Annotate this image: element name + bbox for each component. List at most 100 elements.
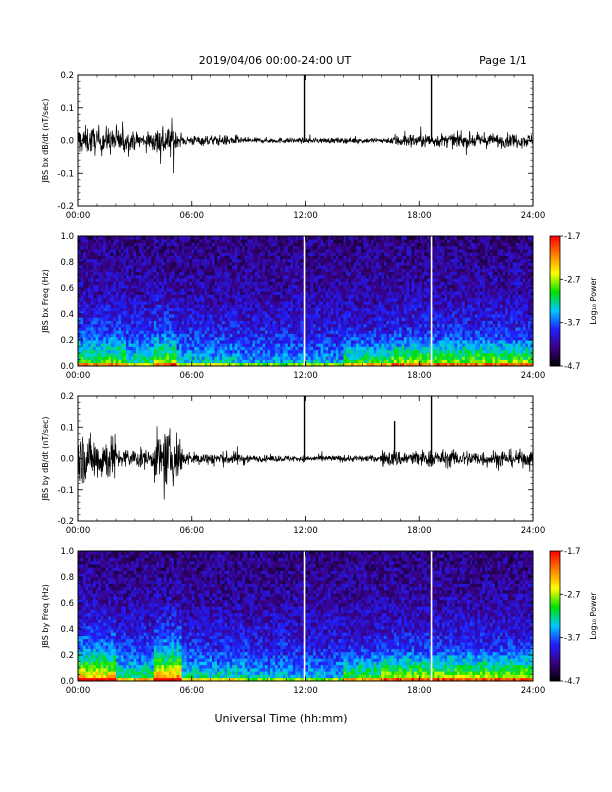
heatmap-cell	[83, 262, 86, 266]
heatmap-cell	[252, 297, 256, 302]
heatmap-cell	[343, 340, 347, 344]
heatmap-cell	[138, 327, 142, 331]
heatmap-cell	[120, 239, 124, 243]
heatmap-cell	[206, 317, 210, 321]
heatmap-cell	[351, 239, 354, 243]
heatmap-cell	[305, 356, 309, 360]
heatmap-cell	[201, 294, 205, 299]
heatmap-cell	[133, 275, 137, 279]
heatmap-cell	[169, 275, 172, 279]
heatmap-cell	[110, 327, 114, 331]
heatmap-cell	[290, 271, 294, 276]
heatmap-cell	[358, 288, 362, 292]
heatmap-cell	[270, 353, 274, 357]
heatmap-cell	[115, 343, 119, 347]
heatmap-cell	[194, 323, 198, 328]
heatmap-cell	[257, 258, 261, 263]
heatmap-cell	[110, 268, 114, 273]
heatmap-cell	[371, 268, 375, 273]
heatmap-cell	[310, 268, 314, 273]
heatmap-cell	[176, 245, 180, 250]
heatmap-cell	[90, 288, 94, 292]
heatmap-cell	[209, 307, 213, 312]
heatmap-cell	[209, 268, 213, 273]
heatmap-cell	[179, 356, 183, 360]
heatmap-cell	[340, 349, 344, 354]
heatmap-cell	[320, 255, 324, 260]
heatmap-cell	[348, 249, 352, 253]
heatmap-cell	[227, 245, 231, 250]
heatmap-cell	[305, 301, 309, 305]
heatmap-cell	[262, 236, 266, 240]
heatmap-cell	[343, 239, 347, 243]
heatmap-cell	[371, 320, 375, 325]
heatmap-cell	[348, 284, 352, 289]
heatmap-cell	[118, 278, 122, 282]
heatmap-cell	[356, 258, 359, 263]
heatmap-cell	[227, 236, 231, 240]
heatmap-cell	[345, 340, 349, 344]
heatmap-cell	[156, 294, 160, 299]
heatmap-cell	[176, 362, 180, 367]
heatmap-cell	[249, 317, 253, 321]
heatmap-cell	[295, 353, 299, 357]
heatmap-cell	[199, 294, 203, 299]
heatmap-cell	[126, 268, 129, 273]
heatmap-cell	[363, 249, 367, 253]
heatmap-cell	[297, 327, 301, 331]
heatmap-cell	[338, 236, 342, 240]
heatmap-cell	[234, 333, 238, 338]
heatmap-cell	[191, 281, 195, 286]
heatmap-cell	[363, 252, 367, 256]
heatmap-cell	[376, 271, 380, 276]
heatmap-cell	[151, 249, 155, 253]
heatmap-cell	[166, 239, 170, 243]
heatmap-cell	[308, 281, 311, 286]
heatmap-cell	[315, 353, 319, 357]
heatmap-cell	[348, 275, 352, 279]
heatmap-cell	[340, 258, 344, 263]
heatmap-cell	[199, 359, 203, 364]
heatmap-cell	[179, 343, 183, 347]
heatmap-cell	[295, 255, 299, 260]
heatmap-cell	[83, 249, 86, 253]
heatmap-cell	[88, 291, 92, 295]
heatmap-cell	[78, 310, 81, 315]
heatmap-cell	[123, 346, 127, 351]
heatmap-cell	[323, 288, 327, 292]
heatmap-cell	[237, 291, 241, 295]
heatmap-cell	[368, 340, 372, 344]
heatmap-cell	[143, 245, 147, 250]
heatmap-cell	[100, 255, 104, 260]
heatmap-cell	[265, 340, 268, 344]
heatmap-cell	[179, 323, 183, 328]
heatmap-cell	[141, 307, 145, 312]
heatmap-cell	[351, 242, 354, 247]
heatmap-cell	[217, 265, 220, 269]
heatmap-cell	[277, 327, 281, 331]
heatmap-cell	[275, 346, 279, 351]
heatmap-cell	[219, 288, 223, 292]
heatmap-cell	[141, 262, 145, 266]
heatmap-cell	[105, 323, 109, 328]
heatmap-cell	[328, 284, 332, 289]
heatmap-cell	[113, 317, 117, 321]
heatmap-cell	[366, 245, 370, 250]
heatmap-cell	[219, 349, 223, 354]
heatmap-cell	[184, 314, 188, 318]
heatmap-cell	[219, 249, 223, 253]
heatmap-cell	[136, 327, 140, 331]
heatmap-cell	[229, 314, 233, 318]
heatmap-cell	[100, 265, 104, 269]
heatmap-cell	[169, 249, 172, 253]
heatmap-cell	[257, 291, 261, 295]
heatmap-cell	[333, 278, 337, 282]
heatmap-cell	[110, 245, 114, 250]
heatmap-cell	[138, 252, 142, 256]
heatmap-cell	[83, 239, 86, 243]
heatmap-cell	[123, 242, 127, 247]
heatmap-cell	[340, 327, 344, 331]
heatmap-cell	[153, 271, 157, 276]
heatmap-cell	[133, 327, 137, 331]
heatmap-cell	[194, 258, 198, 263]
